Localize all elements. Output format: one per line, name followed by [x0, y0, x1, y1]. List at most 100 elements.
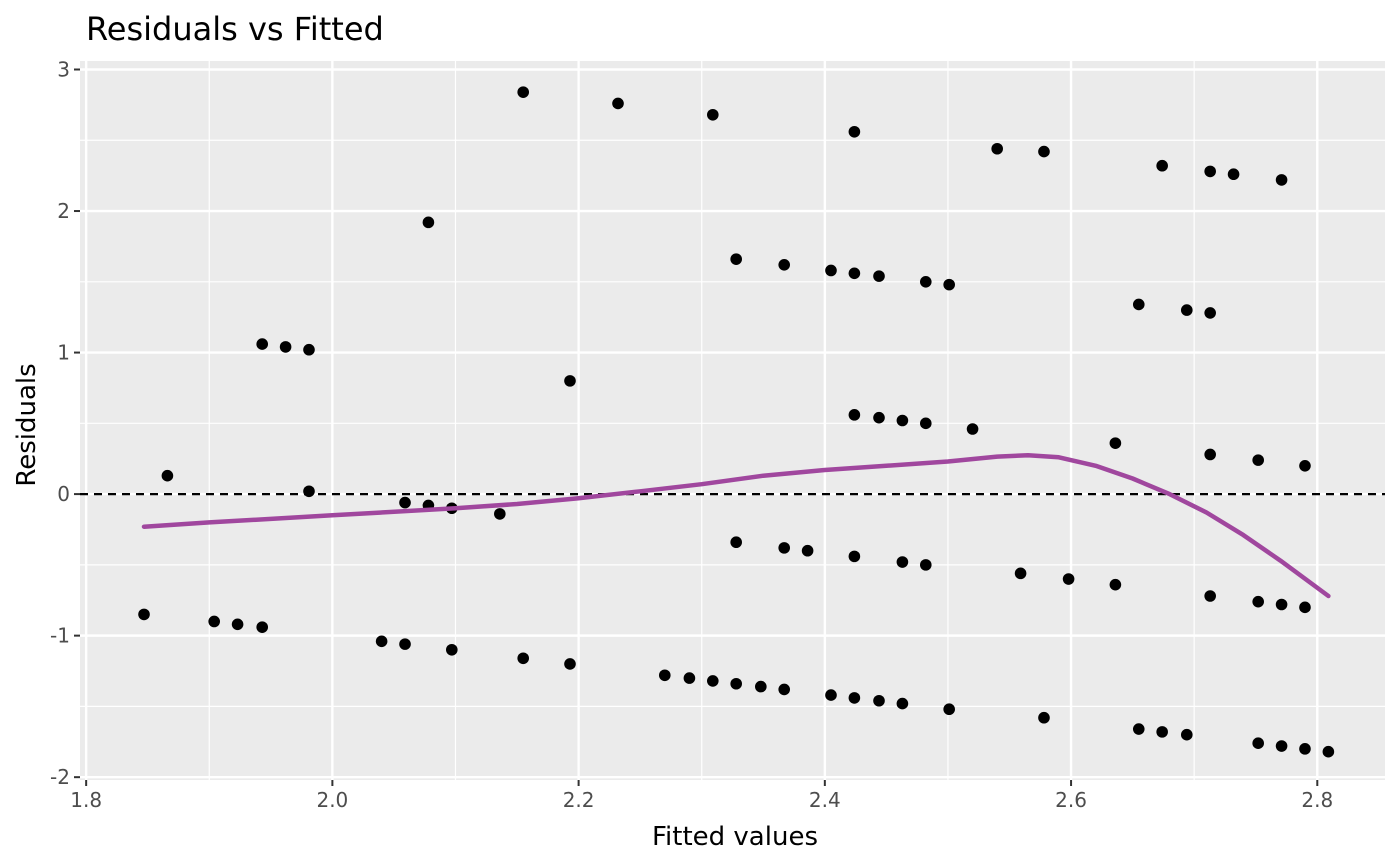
data-point — [966, 423, 979, 435]
data-point — [801, 544, 814, 557]
data-point — [303, 343, 315, 356]
data-point — [1180, 304, 1193, 316]
smooth-layer — [141, 452, 1331, 599]
chart-title: Residuals vs Fitted — [86, 10, 384, 48]
data-point — [848, 125, 861, 138]
data-point — [1299, 459, 1311, 472]
data-point — [778, 542, 791, 554]
y-tick-label: -2 — [50, 765, 70, 789]
data-point — [446, 643, 458, 656]
x-tick-label: 2.0 — [316, 788, 348, 812]
data-point — [564, 375, 576, 387]
data-point — [208, 615, 220, 628]
points-layer — [138, 86, 1335, 758]
y-axis-label: Residuals — [12, 363, 42, 486]
x-tick-label: 2.8 — [1301, 788, 1333, 812]
data-point — [1227, 168, 1240, 181]
data-point — [848, 267, 861, 280]
data-point — [494, 508, 506, 520]
data-point — [919, 417, 932, 430]
y-tick-label: 3 — [57, 57, 70, 81]
data-point — [161, 469, 174, 482]
data-point — [422, 216, 435, 229]
data-point — [707, 108, 719, 121]
data-point — [1299, 601, 1311, 614]
data-point — [399, 496, 411, 509]
data-point — [730, 677, 742, 690]
data-point — [943, 278, 955, 291]
data-point — [1204, 307, 1216, 319]
data-point — [896, 414, 909, 427]
data-point — [1180, 728, 1193, 741]
data-point — [256, 621, 269, 633]
x-tick-label: 1.8 — [70, 788, 102, 812]
data-point — [279, 341, 292, 353]
y-tick-label: -1 — [50, 624, 70, 648]
data-point — [1156, 726, 1168, 738]
data-point — [683, 672, 696, 684]
data-point — [1204, 165, 1216, 178]
data-point — [755, 680, 767, 693]
data-point — [1109, 578, 1122, 591]
data-point — [1109, 437, 1122, 449]
data-point — [707, 675, 719, 687]
data-point — [517, 86, 530, 98]
data-point — [825, 264, 837, 277]
data-point — [658, 669, 671, 682]
data-point — [896, 697, 909, 710]
data-point — [1204, 590, 1216, 602]
data-point — [991, 142, 1003, 155]
data-point — [848, 692, 861, 704]
data-point — [919, 275, 932, 288]
data-point — [848, 409, 861, 421]
x-tick-label: 2.6 — [1055, 788, 1087, 812]
y-tick-label: 2 — [57, 199, 70, 223]
data-point — [612, 97, 624, 110]
data-point — [1132, 723, 1145, 735]
data-point — [1062, 573, 1075, 585]
data-point — [1322, 745, 1335, 758]
x-tick-label: 2.2 — [563, 788, 595, 812]
data-point — [231, 618, 244, 631]
y-axis: -2 -1 0 1 2 3 — [50, 57, 80, 789]
data-point — [778, 259, 791, 271]
data-point — [1275, 598, 1288, 611]
x-tick-label: 2.4 — [809, 788, 841, 812]
data-point — [399, 638, 411, 650]
y-tick-label: 0 — [57, 482, 70, 506]
smooth-line — [141, 452, 1331, 599]
data-point — [1252, 737, 1264, 750]
data-point — [1275, 174, 1288, 186]
data-point — [778, 683, 791, 696]
data-point — [1156, 159, 1168, 172]
data-point — [873, 694, 885, 707]
data-point — [1252, 454, 1264, 466]
data-point — [1252, 595, 1264, 608]
data-point — [303, 485, 315, 498]
data-point — [848, 550, 861, 563]
data-point — [517, 652, 530, 665]
data-point — [1299, 743, 1311, 755]
data-point — [919, 559, 932, 571]
data-point — [825, 689, 837, 701]
data-point — [1132, 298, 1145, 311]
data-point — [730, 536, 742, 549]
data-point — [564, 658, 576, 670]
y-tick-label: 1 — [57, 341, 70, 365]
x-axis-label: Fitted values — [652, 822, 818, 852]
data-point — [256, 338, 269, 350]
data-point — [1275, 740, 1288, 752]
data-point — [873, 411, 885, 424]
data-point — [1204, 448, 1216, 461]
data-point — [1038, 145, 1050, 158]
data-point — [1038, 711, 1050, 724]
data-point — [896, 556, 909, 568]
data-point — [730, 253, 742, 265]
x-axis: 1.8 2.0 2.2 2.4 2.6 2.8 — [70, 780, 1333, 812]
data-point — [138, 608, 150, 621]
plot-panel — [80, 61, 1385, 780]
data-point — [1014, 567, 1027, 580]
data-point — [375, 635, 388, 648]
